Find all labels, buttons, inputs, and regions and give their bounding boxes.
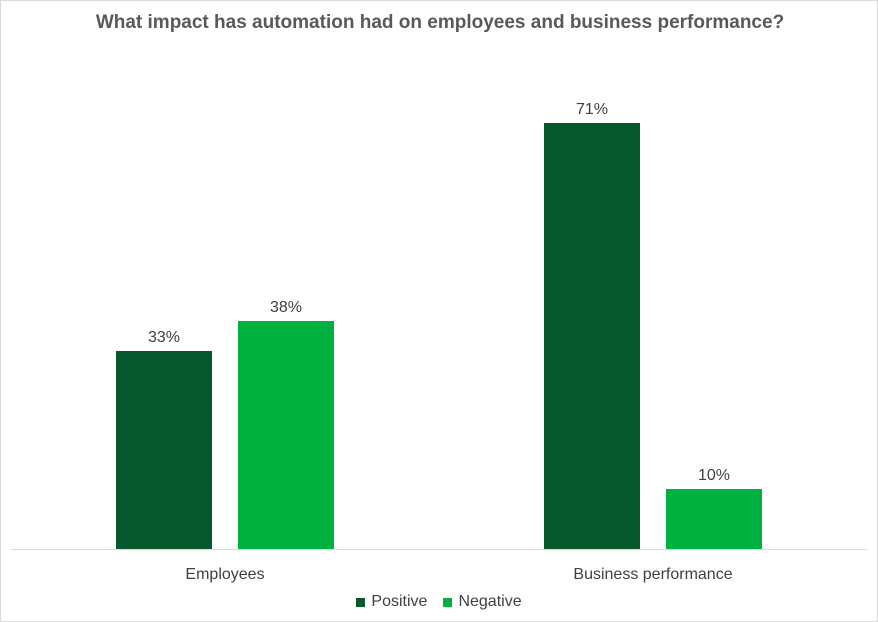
chart-title: What impact has automation had on employ…	[95, 12, 785, 33]
bar-positive-business-performance	[544, 123, 640, 549]
bar-negative-business-performance	[666, 489, 762, 549]
bar-positive-employees	[116, 351, 212, 549]
data-label-positive-business-performance: 71%	[576, 101, 608, 118]
legend-item-negative: Negative	[443, 593, 522, 611]
legend-swatch-positive	[356, 597, 366, 607]
data-label-positive-employees: 33%	[148, 329, 180, 346]
legend-swatch-negative	[443, 597, 453, 607]
x-tick-label-business-performance: Business performance	[573, 566, 732, 583]
legend-label-negative: Negative	[458, 593, 522, 610]
x-tick-label-employees: Employees	[185, 566, 264, 583]
legend-label-positive: Positive	[371, 593, 428, 610]
legend: Positive Negative	[1, 593, 877, 611]
bar-negative-employees	[238, 321, 334, 549]
data-label-negative-business-performance: 10%	[698, 467, 730, 484]
data-label-negative-employees: 38%	[270, 299, 302, 316]
legend-item-positive: Positive	[356, 593, 427, 611]
